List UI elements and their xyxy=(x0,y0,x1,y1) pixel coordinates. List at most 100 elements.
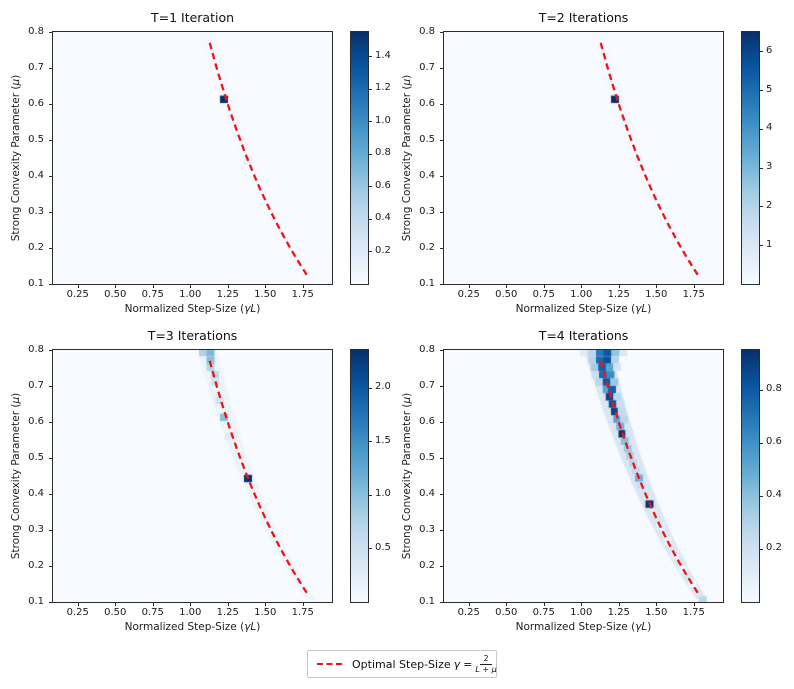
colorbar-tick-mark xyxy=(369,88,372,90)
y-tick-label: 0.7 xyxy=(419,61,435,73)
colorbar xyxy=(742,350,759,602)
x-tick-mark xyxy=(77,285,79,288)
x-tick-mark xyxy=(302,285,304,288)
colorbar-tick-mark xyxy=(760,206,763,208)
y-tick-mark xyxy=(440,566,443,567)
label-text: μ xyxy=(401,78,413,86)
x-tick-label: 0.50 xyxy=(495,607,518,618)
y-tick-mark xyxy=(440,422,443,423)
label-text: ) xyxy=(256,621,261,633)
label-text: γL xyxy=(244,303,257,315)
colorbar-tick-label: 2 xyxy=(766,199,773,211)
x-tick-mark xyxy=(265,603,267,606)
colorbar-tick-label: 0.8 xyxy=(375,147,391,159)
y-tick-mark xyxy=(49,530,52,531)
y-tick-label: 0.4 xyxy=(28,169,44,181)
fraction-numerator: 2 xyxy=(480,654,492,665)
label-text: ) xyxy=(401,74,413,79)
x-tick-label: 1.00 xyxy=(179,289,202,300)
colorbar-tick-label: 1.4 xyxy=(375,49,391,61)
colorbar-tick-label: 0.8 xyxy=(766,383,782,395)
x-tick-mark xyxy=(152,603,154,606)
x-tick-label: 0.75 xyxy=(532,607,555,618)
y-tick-label: 0.5 xyxy=(419,451,435,463)
y-tick-label: 0.3 xyxy=(28,523,44,535)
x-tick-label: 1.00 xyxy=(570,607,593,618)
colorbar xyxy=(351,32,368,284)
y-tick-label: 0.3 xyxy=(419,205,435,217)
y-tick-label: 0.6 xyxy=(419,97,435,109)
plot-title: T=1 Iteration xyxy=(150,10,235,25)
y-tick-mark xyxy=(440,458,443,459)
y-tick-mark xyxy=(49,386,52,387)
label-text: ) xyxy=(647,621,652,633)
x-tick-label: 0.25 xyxy=(66,289,89,300)
label-text: ) xyxy=(647,303,652,315)
x-tick-label: 0.25 xyxy=(457,289,480,300)
y-tick-mark xyxy=(49,68,52,69)
x-tick-label: 0.50 xyxy=(104,289,127,300)
x-tick-label: 1.75 xyxy=(291,289,314,300)
y-tick-label: 0.8 xyxy=(28,343,44,355)
label-text: Normalized Step-Size ( xyxy=(124,621,245,633)
x-tick-mark xyxy=(190,603,192,606)
colorbar-tick-label: 0.6 xyxy=(375,179,391,191)
legend-equals: = xyxy=(463,657,473,671)
y-tick-label: 0.8 xyxy=(419,25,435,37)
colorbar-tick-mark xyxy=(369,548,372,550)
x-tick-mark xyxy=(543,603,545,606)
x-tick-mark xyxy=(152,285,154,288)
y-tick-label: 0.7 xyxy=(28,379,44,391)
colorbar xyxy=(742,32,759,284)
y-tick-mark xyxy=(49,458,52,459)
y-tick-label: 0.2 xyxy=(28,241,44,253)
label-text: μ xyxy=(10,396,22,404)
x-tick-mark xyxy=(618,603,620,606)
x-tick-label: 1.75 xyxy=(682,289,705,300)
y-tick-label: 0.5 xyxy=(419,133,435,145)
x-tick-mark xyxy=(506,603,508,606)
label-text: γL xyxy=(244,621,257,633)
label-text: ) xyxy=(10,74,22,79)
colorbar-tick-label: 2.0 xyxy=(375,381,391,393)
y-tick-mark xyxy=(49,32,52,33)
colorbar-tick-label: 0.5 xyxy=(375,541,391,553)
colorbar-tick-label: 4 xyxy=(766,122,773,134)
x-tick-mark xyxy=(468,603,470,606)
x-tick-label: 1.50 xyxy=(254,289,277,300)
legend-dashed-line-sample xyxy=(317,662,344,666)
x-tick-mark xyxy=(693,603,695,606)
x-tick-label: 0.50 xyxy=(495,289,518,300)
x-tick-label: 1.50 xyxy=(254,607,277,618)
optimal-stepsize-curve xyxy=(208,360,310,596)
y-tick-label: 0.6 xyxy=(419,415,435,427)
label-text: ) xyxy=(10,392,22,397)
y-tick-label: 0.1 xyxy=(28,277,44,289)
y-tick-mark xyxy=(440,140,443,141)
colorbar-tick-mark xyxy=(369,56,372,58)
x-axis-label: Normalized Step-Size (γL) xyxy=(53,621,332,633)
heatmap-area xyxy=(53,350,332,602)
x-tick-label: 0.75 xyxy=(141,607,164,618)
x-tick-label: 1.25 xyxy=(216,289,239,300)
plot-title: T=2 Iterations xyxy=(538,10,629,25)
colorbar-tick-label: 0.2 xyxy=(766,542,782,554)
colorbar-tick-mark xyxy=(369,251,372,253)
x-tick-label: 1.25 xyxy=(607,607,630,618)
colorbar-tick-label: 0.4 xyxy=(375,212,391,224)
colorbar-tick-label: 1.2 xyxy=(375,82,391,94)
y-tick-mark xyxy=(440,386,443,387)
y-tick-mark xyxy=(49,602,52,603)
y-tick-mark xyxy=(440,602,443,603)
y-tick-label: 0.1 xyxy=(419,595,435,607)
x-axis-label: Normalized Step-Size (γL) xyxy=(53,303,332,315)
heatmap-canvas xyxy=(444,350,723,602)
x-tick-label: 1.50 xyxy=(645,607,668,618)
y-tick-mark xyxy=(440,494,443,495)
y-tick-mark xyxy=(440,350,443,351)
label-text: Normalized Step-Size ( xyxy=(124,303,245,315)
label-text: μ xyxy=(10,78,22,86)
x-tick-mark xyxy=(227,603,229,606)
label-text: Strong Convexity Parameter ( xyxy=(401,85,413,242)
x-tick-mark xyxy=(115,285,117,288)
